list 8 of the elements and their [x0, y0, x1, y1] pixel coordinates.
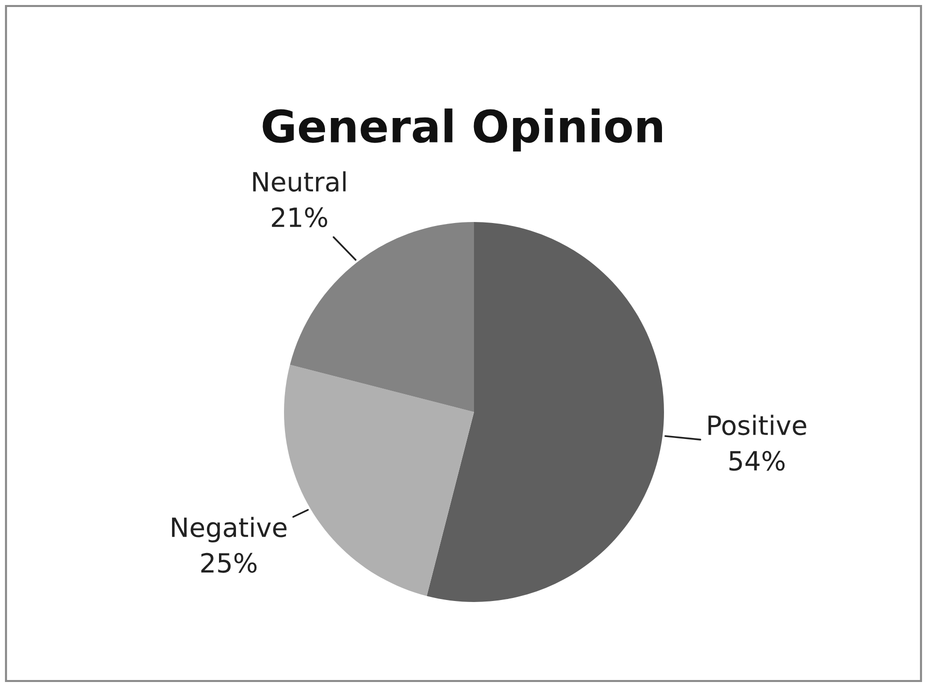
chart-title: General Opinion [262, 108, 662, 152]
slice-label: Positive [708, 414, 806, 436]
slice-label: Negative [172, 516, 286, 542]
pie-slice [426, 222, 664, 602]
data-label: 25% [201, 552, 257, 573]
data-label: 21% [272, 207, 328, 228]
data-label: 54% [729, 450, 785, 471]
slice-label: Neutral [253, 171, 346, 192]
